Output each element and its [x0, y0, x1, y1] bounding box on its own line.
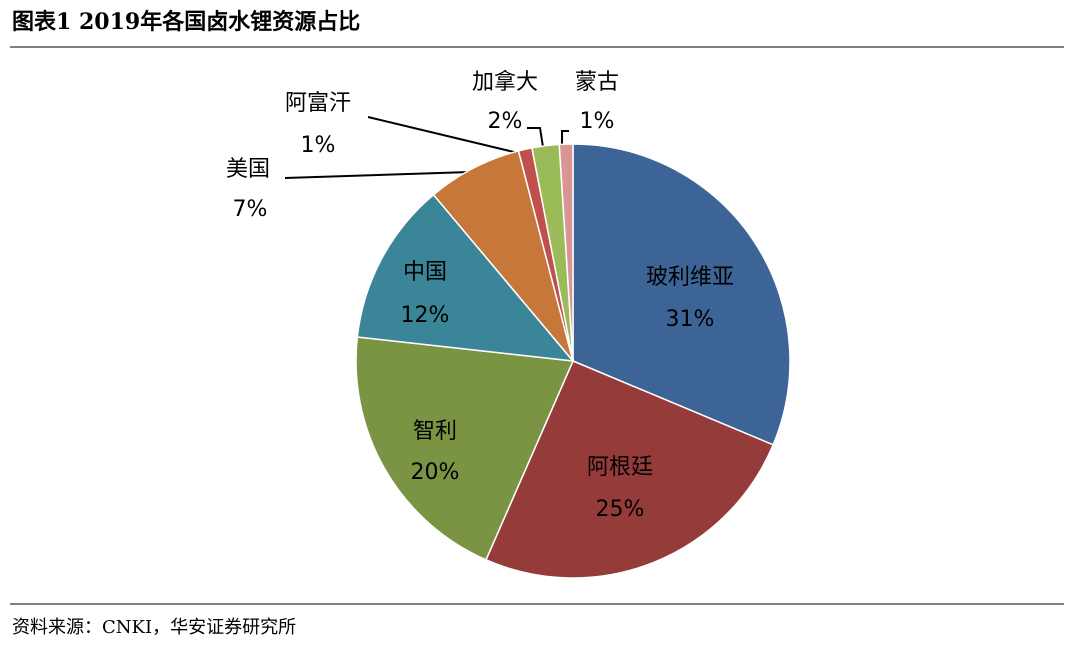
pie-slice	[558, 143, 574, 362]
leader-line	[284, 171, 471, 179]
slice-value-label: 1%	[301, 133, 336, 158]
slice-value-label: 1%	[580, 109, 615, 134]
slice-value-label: 25%	[596, 497, 645, 522]
leader-line	[527, 127, 544, 148]
pie-slice	[355, 336, 575, 561]
slice-name: 阿根廷	[587, 455, 653, 480]
slice-name: 蒙古	[575, 70, 619, 95]
slice-name: 智利	[413, 419, 457, 444]
chart-title: 图表1 2019年各国卤水锂资源占比	[12, 9, 360, 35]
source-note: 资料来源：CNKI，华安证券研究所	[12, 617, 296, 638]
slice-name: 加拿大	[472, 69, 538, 95]
slice-name: 美国	[226, 157, 270, 182]
pie-slice	[356, 193, 575, 362]
slice-value-label: 20%	[411, 460, 460, 485]
slice-name: 中国	[403, 260, 447, 285]
leader-lines	[284, 116, 569, 179]
slice-value-label: 31%	[666, 307, 715, 332]
leader-line	[367, 116, 519, 154]
slice-value-label: 2%	[488, 109, 523, 134]
leader-line	[561, 130, 569, 147]
pie-slice	[485, 360, 775, 579]
slice-value-label: 12%	[401, 303, 450, 328]
slice-name: 阿富汗	[285, 91, 351, 116]
pie-slice	[572, 143, 791, 446]
slice-value-label: 7%	[233, 197, 268, 222]
slice-name: 玻利维亚	[646, 265, 734, 290]
